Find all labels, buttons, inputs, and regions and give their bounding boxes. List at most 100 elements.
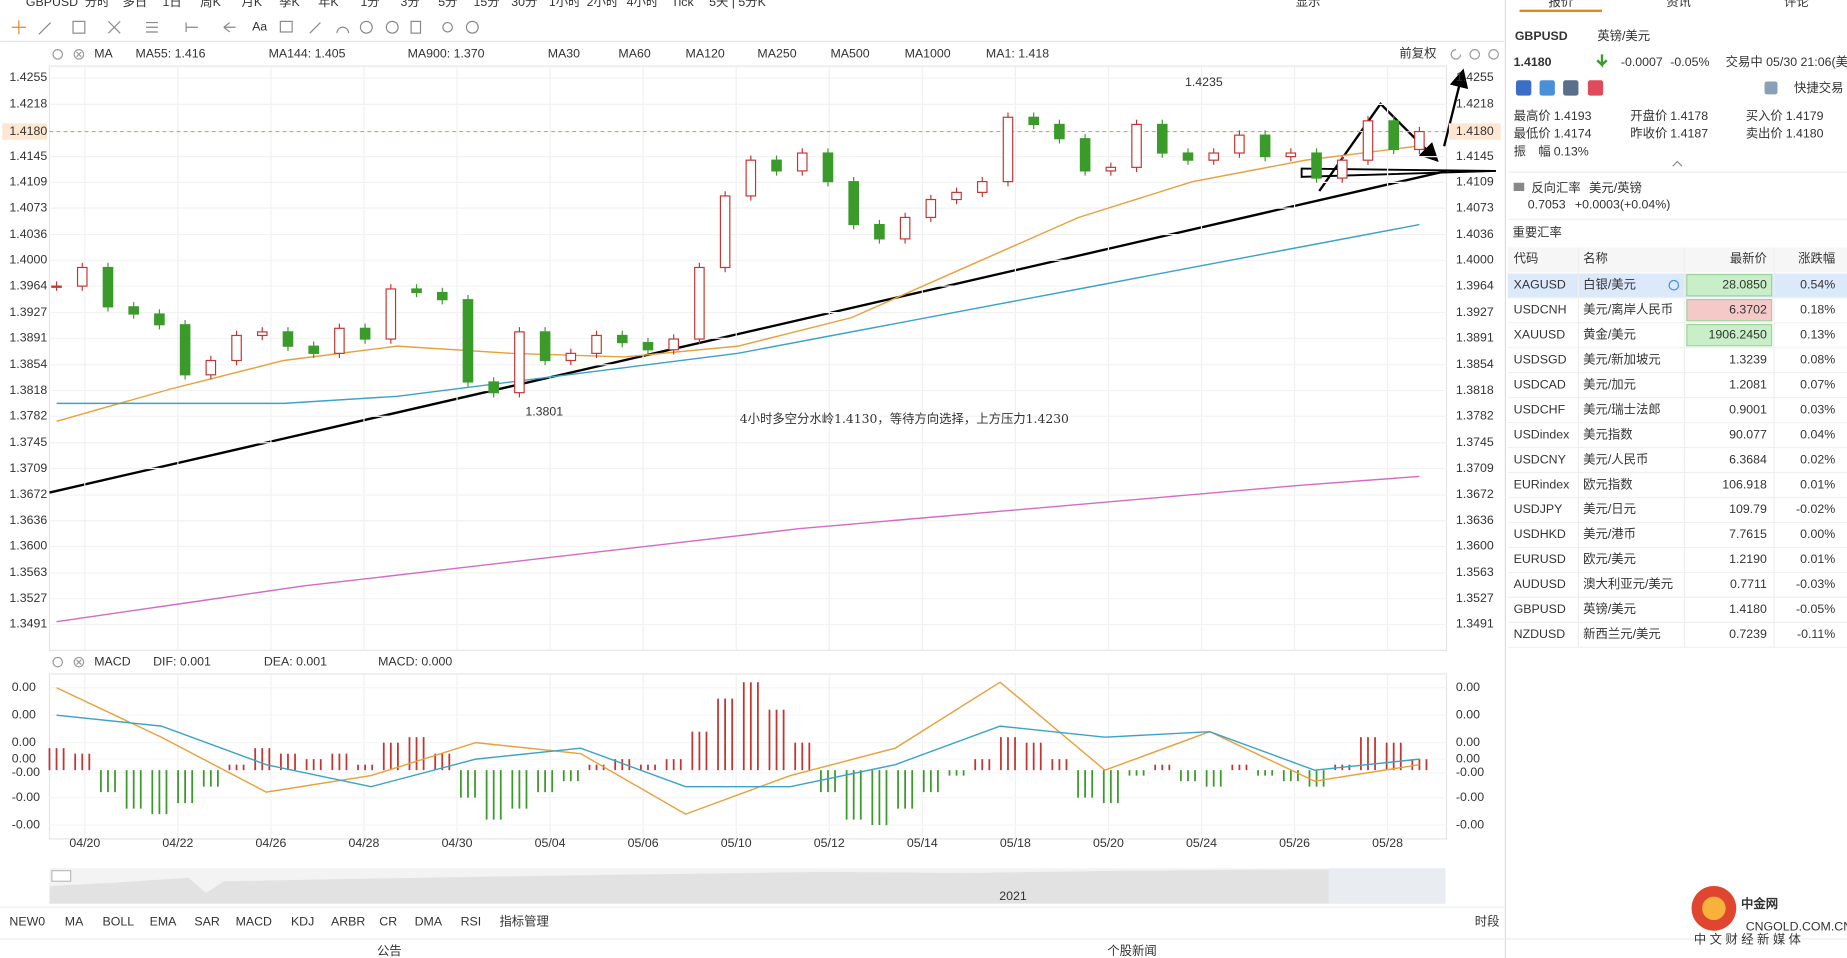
x-tick-label: 05/28	[1372, 836, 1403, 850]
down-arrow	[1596, 54, 1608, 68]
row-name: 新西兰元/美元	[1583, 626, 1661, 641]
candle	[282, 331, 294, 347]
panel-icon-row[interactable]	[1516, 80, 1778, 96]
indicator-tab[interactable]: CR	[379, 915, 397, 929]
drawing-tools[interactable]	[11, 20, 479, 35]
collapse[interactable]	[1672, 160, 1683, 167]
indicator-tab[interactable]: RSI	[461, 915, 482, 929]
x-tick-label: 05/24	[1186, 836, 1217, 850]
indicator-tab[interactable]: DMA	[415, 915, 443, 929]
row-code: USDindex	[1514, 427, 1570, 441]
period-tab[interactable]: 5分	[438, 0, 457, 9]
row-price: 6.3702	[1729, 302, 1767, 316]
stat-label: 开盘价	[1630, 108, 1667, 123]
row-price: 1.3239	[1729, 352, 1767, 366]
y-tick-label: 1.3527	[9, 591, 47, 605]
indicator-tab[interactable]: EMA	[150, 915, 178, 929]
y-tick-label: 1.3491	[9, 617, 47, 631]
period-tab[interactable]: 季K	[279, 0, 300, 9]
period-tab[interactable]: 1日	[163, 0, 182, 9]
period-tab[interactable]: 30分	[511, 0, 537, 9]
panel-tab[interactable]: 评论	[1784, 0, 1809, 9]
candle	[1259, 134, 1271, 158]
indicator-tab[interactable]: BOLL	[102, 915, 134, 929]
indicator-tab[interactable]: MA	[65, 915, 84, 929]
y-tick-label: 1.3818	[9, 383, 47, 397]
watch-icon[interactable]	[1668, 279, 1680, 291]
indicator-tab[interactable]: KDJ	[291, 915, 314, 929]
period-tab[interactable]: 2小时	[587, 0, 619, 9]
indicator-tab[interactable]: MACD	[236, 915, 272, 929]
period-tab[interactable]: Tick	[671, 0, 694, 9]
macd-tick-label: -0.00	[1456, 790, 1484, 804]
panel-icons[interactable]	[52, 49, 1499, 668]
stat-value: 0.13%	[1554, 144, 1589, 158]
period-tab[interactable]: 4小时	[627, 0, 659, 9]
candle	[1362, 120, 1374, 161]
x-tick-label: 04/26	[255, 836, 286, 850]
panel-tab[interactable]: 资讯	[1666, 0, 1691, 9]
panel-tab[interactable]: 报价	[1548, 0, 1573, 9]
row-code: USDCNY	[1514, 452, 1566, 466]
row-price: 7.7615	[1729, 527, 1767, 541]
ma-legend: MA1: 1.418	[986, 47, 1049, 61]
candle	[1054, 123, 1065, 140]
x-tick-label: 04/20	[69, 836, 100, 850]
period-tab[interactable]: 年K	[318, 0, 339, 9]
period-tab[interactable]: 分时	[85, 0, 110, 9]
period-tab[interactable]: 周K	[200, 0, 221, 9]
candle	[205, 359, 217, 376]
row-price: 106.918	[1722, 477, 1767, 491]
stat-value: 1.4180	[1786, 127, 1824, 141]
period-tab[interactable]: 3分	[400, 0, 419, 9]
macd-tick-label: -0.00	[12, 765, 40, 779]
ma-legend: MA30	[548, 47, 580, 61]
row-name: 美元/瑞士法郎	[1583, 402, 1661, 416]
macd-tick-label: -0.00	[12, 790, 40, 804]
period-tab[interactable]: 5天 | 5分K	[709, 0, 767, 9]
indicator-tab[interactable]: ARBR	[331, 915, 365, 929]
candle	[436, 291, 448, 301]
candle	[539, 331, 551, 362]
y-tick-label: 1.4255	[9, 70, 47, 84]
row-price: 0.7711	[1730, 577, 1767, 591]
scroller-grip[interactable]	[51, 870, 72, 882]
scroller-handle[interactable]	[1328, 868, 1446, 904]
period-tab[interactable]: 1分	[360, 0, 379, 9]
stat-value: 1.4178	[1670, 109, 1708, 123]
selected-row[interactable]	[1507, 273, 1847, 299]
ma-line	[56, 145, 1420, 422]
current-price-label: 1.4180	[9, 124, 47, 138]
row-change: 0.07%	[1800, 377, 1835, 391]
y-tick-label: 1.3745	[9, 435, 47, 449]
table-header: 涨跌幅	[1798, 251, 1835, 266]
candle	[154, 313, 165, 326]
year-label: 2021	[999, 889, 1027, 903]
y-tick-label: 1.3709	[1456, 461, 1494, 475]
period-tab[interactable]: 1小时	[549, 0, 581, 9]
session[interactable]: 时段	[1475, 914, 1500, 929]
row-code: XAGUSD	[1514, 277, 1566, 291]
period-tab[interactable]: 月K	[241, 0, 262, 9]
stat-value: 1.4174	[1554, 127, 1592, 141]
period-tab[interactable]: 15分	[474, 0, 500, 9]
indicator-tab[interactable]: NEW0	[9, 915, 45, 929]
row-code: USDJPY	[1514, 502, 1563, 516]
current-price-tag	[2, 123, 48, 140]
indicator-manage[interactable]: 指标管理	[499, 914, 548, 929]
row-code: USDCHF	[1514, 402, 1566, 416]
candle	[334, 327, 345, 354]
period-tab[interactable]: 多日	[123, 0, 148, 9]
y-tick-label: 1.3563	[9, 565, 47, 579]
row-code: EURindex	[1514, 477, 1570, 491]
row-name: 美元指数	[1583, 426, 1632, 441]
row-change: 0.54%	[1800, 277, 1835, 291]
candle	[796, 152, 808, 172]
candle	[848, 181, 859, 226]
row-name: 美元/人民币	[1583, 452, 1648, 466]
price-flash	[1686, 274, 1773, 297]
y-tick-label: 1.3818	[1456, 383, 1494, 397]
x-tick-label: 04/30	[442, 836, 473, 850]
indicator-tab[interactable]: SAR	[194, 915, 219, 929]
y-tick-label: 1.3600	[1456, 539, 1494, 553]
